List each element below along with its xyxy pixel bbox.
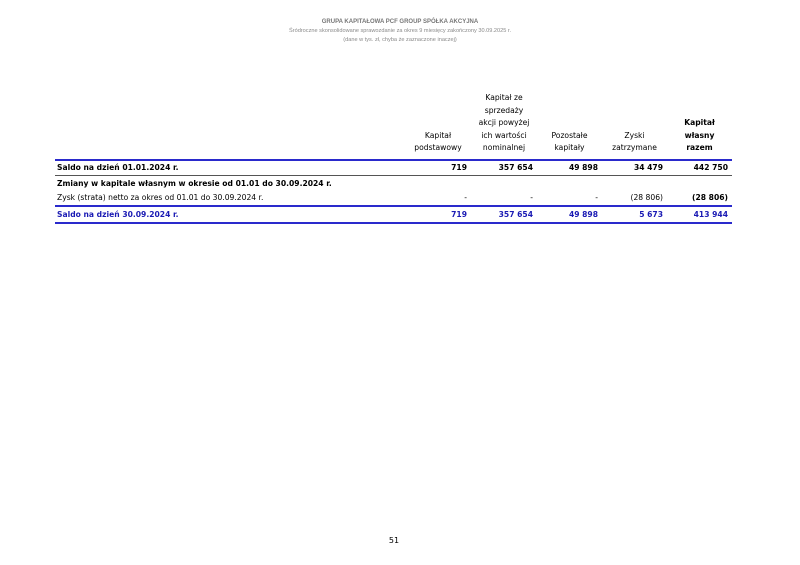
page-number: 51 bbox=[388, 536, 400, 545]
cell: 357 654 bbox=[471, 158, 537, 176]
col-header: Kapitał własny razem bbox=[684, 118, 715, 152]
table-row: Saldo na dzień 30.09.2024 r. 719 357 654… bbox=[55, 206, 732, 224]
col-header: Zyski zatrzymane bbox=[612, 130, 657, 153]
cell: 49 898 bbox=[537, 206, 602, 224]
table-row: Zysk (strata) netto za okres od 01.01 do… bbox=[55, 190, 732, 207]
col-header: Kapitał ze sprzedaży akcji powyżej ich w… bbox=[478, 93, 530, 152]
row-label: Zysk (strata) netto za okres od 01.01 do… bbox=[55, 190, 405, 207]
cell: 413 944 bbox=[667, 206, 732, 224]
table-row: Saldo na dzień 01.01.2024 r. 719 357 654… bbox=[55, 158, 732, 176]
cell: - bbox=[405, 190, 471, 207]
cell: 442 750 bbox=[667, 158, 732, 176]
cell: 719 bbox=[405, 158, 471, 176]
row-label: Saldo na dzień 01.01.2024 r. bbox=[55, 158, 405, 176]
cell: 719 bbox=[405, 206, 471, 224]
cell: - bbox=[471, 190, 537, 207]
units-note: (dane w tys. zł, chyba że zaznaczone ina… bbox=[343, 37, 457, 43]
col-header: Pozostałe kapitały bbox=[551, 130, 588, 153]
cell: (28 806) bbox=[602, 190, 667, 207]
col-header: Kapitał podstawowy bbox=[414, 130, 462, 153]
cell: 49 898 bbox=[537, 158, 602, 176]
row-label: Zmiany w kapitale własnym w okresie od 0… bbox=[55, 175, 732, 191]
equity-table: Kapitał podstawowy Kapitał ze sprzedaży … bbox=[55, 92, 732, 224]
company-name: GRUPA KAPITAŁOWA PCF GROUP SPÓŁKA AKCYJN… bbox=[321, 19, 479, 25]
table-row: Zmiany w kapitale własnym w okresie od 0… bbox=[55, 175, 732, 191]
row-label: Saldo na dzień 30.09.2024 r. bbox=[55, 206, 405, 224]
cell: 34 479 bbox=[602, 158, 667, 176]
cell: 5 673 bbox=[602, 206, 667, 224]
report-title: Śródroczne skonsolidowane sprawozdanie z… bbox=[288, 28, 511, 34]
label-header bbox=[55, 92, 405, 160]
table-header: Kapitał podstawowy Kapitał ze sprzedaży … bbox=[55, 92, 732, 160]
cell: - bbox=[537, 190, 602, 207]
cell: (28 806) bbox=[667, 190, 732, 207]
cell: 357 654 bbox=[471, 206, 537, 224]
